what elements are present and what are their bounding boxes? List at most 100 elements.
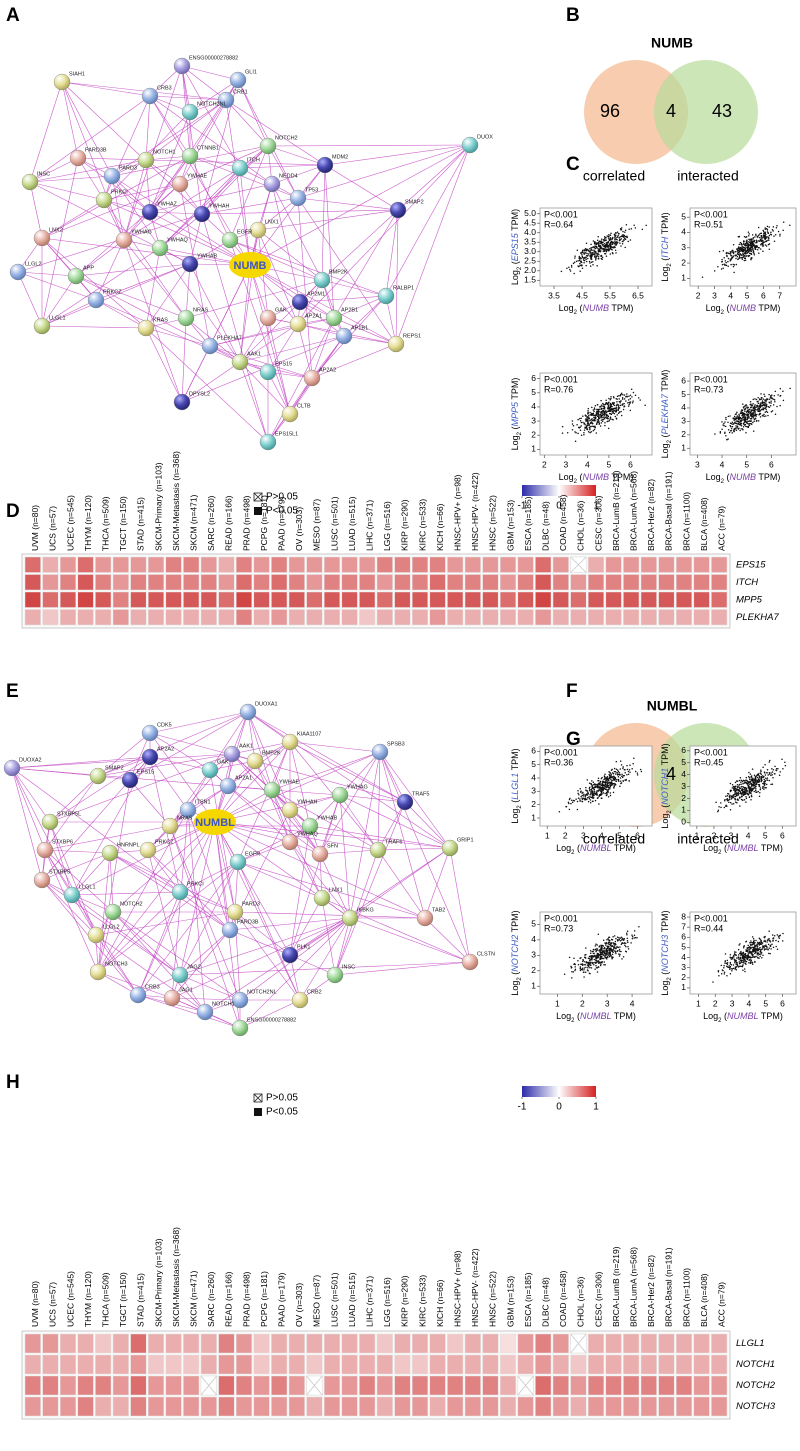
scatter-point [600,953,602,956]
network-edge [333,317,397,345]
x-tick-label: 3 [695,459,700,469]
scatter-point [579,262,581,265]
heatmap-cell [376,574,393,591]
scatter-point [747,782,749,785]
column-label: KIRC (n=533) [417,499,427,551]
hub-node [194,809,236,835]
heatmap-cell [42,1396,59,1417]
scatter-point [599,948,602,951]
network-edge [149,183,273,213]
scatter-points [563,926,640,979]
scatter-point [737,246,740,248]
network-edge [181,65,239,81]
y-tick-label: 6 [681,745,686,755]
network-node [33,871,51,889]
scatter-point [608,953,611,955]
scatter-point [594,948,597,951]
heatmap-cell [218,591,235,608]
scatter-point [586,790,589,792]
scatter-point [593,962,595,964]
scatter-point [609,402,612,405]
heatmap-cell [323,1354,341,1375]
scatter-point [624,950,627,953]
scatter-point [592,253,594,255]
heatmap-cell [711,1354,728,1375]
heatmap-cell [271,1333,288,1354]
scatter-point [581,794,583,797]
heatmap-cell [253,1375,270,1396]
scatter-point [601,780,604,783]
network-edge [97,971,173,999]
scatter-point [741,965,744,967]
network-edge [29,95,151,183]
scatter-point [610,238,612,240]
scatter-point [741,961,743,964]
scatter-point [761,957,763,959]
network-edge [237,79,269,147]
scatter-point [626,934,628,936]
venn-set-label: correlated [583,168,645,184]
scatter-point [755,233,757,236]
scatter-point [768,952,770,955]
network-edge [289,741,406,803]
scatter-point [589,966,591,969]
scatter-point [596,947,598,950]
scatter-point [739,954,742,956]
scatter-point [613,233,616,236]
scatter-point [614,239,616,241]
scatter-point [616,939,619,942]
column-label: KICH (n=66) [435,503,445,551]
network-edge [239,361,291,415]
scatter-point [754,956,756,959]
scatter-point [640,770,643,773]
scatter-point [608,943,611,946]
scatter-point [575,260,578,263]
scatter-point [768,243,771,245]
scatter-point [600,419,603,421]
scatter-point [762,250,764,252]
scatter-point [758,233,760,236]
scatter-point [749,239,751,242]
y-tick-label: 3.5 [524,236,536,246]
scatter-point [592,948,595,951]
scatter-point [584,424,586,426]
network-node [95,191,113,209]
scatter-point [752,251,755,254]
axis-label-part: ( [660,972,670,978]
heatmap-cell [165,609,182,626]
scatter-point [726,974,728,977]
network-edge [404,801,451,849]
node-label: NOTCH1 [153,149,176,155]
column-label: ESCA (n=185) [523,1272,533,1327]
scatter-point [738,944,740,946]
scatter-point [721,428,723,430]
scatter-point [744,405,746,407]
scatter-point [569,268,571,271]
network-node [179,801,197,819]
network-edge [29,181,43,239]
network-edge [147,849,181,893]
heatmap-cell [359,1354,376,1375]
heatmap-cell [411,574,429,591]
scatter-point [740,246,742,249]
scatter-point [734,413,737,416]
scatter-point [724,264,726,266]
scatter-point [718,250,721,253]
scatter-point [606,946,609,949]
network-edge [169,825,241,1029]
network-edge [179,861,239,976]
y-tick-label: 6 [531,746,536,756]
x-tick-label: 6 [635,830,640,840]
scatter-point [628,780,630,782]
scatter-point [754,414,757,416]
node-label: PRKCI [111,189,128,195]
scatter-point [601,787,603,789]
node-label: STXBP6 [52,839,73,845]
axis-label-sub: 2 [571,1018,575,1024]
scatter-point [756,943,758,945]
scatter-point [764,411,767,413]
scatter-point [765,944,767,946]
scatter-point [586,796,589,799]
heatmap-cell [570,574,587,591]
network-node [137,151,155,169]
